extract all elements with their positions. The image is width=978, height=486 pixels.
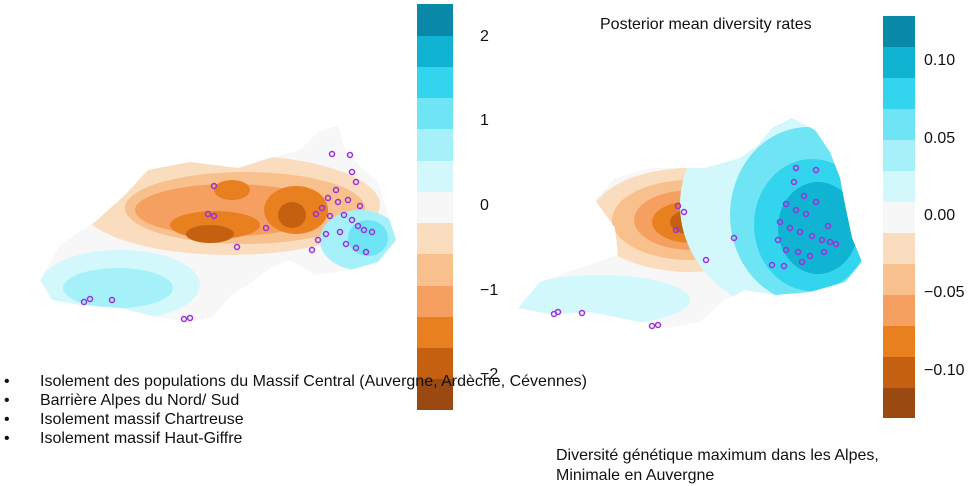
caption: Diversité génétique maximum dans les Alp… [556,446,936,486]
colorbar-tick-label: 0.10 [924,52,956,70]
colorbar-segment [883,108,915,141]
colorbar-segment [417,35,453,67]
right-chart-title: Posterior mean diversity rates [600,16,812,33]
colorbar-segment [883,170,915,203]
colorbar-tick-label: 1 [480,112,489,130]
colorbar-segment [883,387,915,419]
colorbar-tick-label: 0 [480,197,489,214]
colorbar-segment [417,253,453,286]
colorbar-tick-label: −1 [480,281,499,299]
left-colorbar [417,4,453,411]
bullet-item: Barrière Alpes du Nord/ Sud [4,391,587,410]
left-sample-points [80,150,376,323]
right-sample-points [550,164,840,330]
colorbar-segment [883,263,915,295]
colorbar-tick-label: −0.10 [924,361,965,379]
colorbar-tick-label: 0.00 [924,207,956,224]
colorbar-segment [883,77,915,110]
right-colorbar [883,16,915,419]
colorbar-segment [883,201,915,233]
colorbar-segment [417,66,453,99]
caption-line: Minimale en Auvergne [556,467,715,484]
right-heatmap-field [518,118,862,328]
colorbar-segment [417,97,453,130]
colorbar-segment [417,128,453,161]
bullet-item: Isolement des populations du Massif Cent… [4,372,587,391]
colorbar-tick-label: −0.05 [924,284,965,302]
colorbar-segment [417,191,453,224]
colorbar-segment [417,160,453,192]
colorbar-segment [417,4,453,36]
colorbar-segment [883,356,915,388]
colorbar-tick-label: 2 [480,27,489,45]
colorbar-segment [883,16,915,48]
caption-line: Diversité génétique maximum dans les Alp… [556,447,879,464]
colorbar-segment [883,232,915,264]
bullet-item: Isolement massif Haut-Giffre [4,429,587,448]
colorbar-segment [883,139,915,172]
right-heatmap [518,118,862,330]
colorbar-segment [883,325,915,357]
colorbar-segment [883,294,915,326]
colorbar-segment [417,222,453,255]
bullet-list: Isolement des populations du Massif Cent… [4,372,587,448]
colorbar-tick-label: 0.05 [924,129,956,147]
bullet-item: Isolement massif Chartreuse [4,410,587,429]
colorbar-segment [417,285,453,317]
colorbar-segment [883,46,915,79]
left-heatmap [40,125,396,323]
colorbar-segment [417,316,453,349]
